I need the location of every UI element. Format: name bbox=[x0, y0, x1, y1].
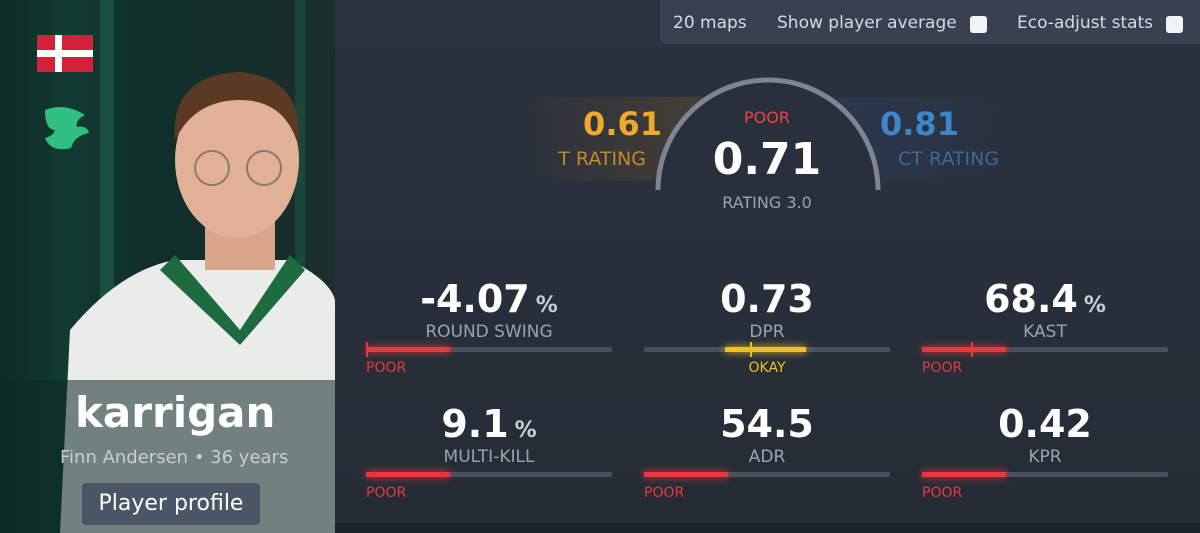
eco-adjust-checkbox[interactable] bbox=[1166, 16, 1183, 33]
ct-rating-label: CT RATING bbox=[898, 148, 1000, 170]
grade-fill bbox=[922, 347, 1006, 352]
stat-label: MULTI-KILL bbox=[443, 447, 535, 467]
rating-arc bbox=[655, 77, 881, 191]
grade-label: POOR bbox=[644, 485, 685, 501]
stat-label: ROUND SWING bbox=[425, 322, 553, 342]
stat-label: KAST bbox=[1023, 322, 1067, 342]
stat-label: ADR bbox=[748, 447, 786, 467]
player-name: Finn Andersen bbox=[60, 447, 189, 468]
stat-value-row: 0.73 bbox=[644, 277, 890, 321]
stat-value-row: 54.5 bbox=[644, 402, 890, 446]
grade-marker bbox=[749, 342, 752, 357]
grade-fill bbox=[366, 472, 450, 477]
stat-unit: % bbox=[1083, 293, 1106, 318]
stat-unit: % bbox=[514, 418, 537, 443]
grade-fill bbox=[644, 472, 728, 477]
grade-bar bbox=[644, 472, 890, 477]
stat-value: 68.4 bbox=[984, 277, 1078, 321]
grade-label: POOR bbox=[366, 485, 407, 501]
rating-version: RATING 3.0 bbox=[722, 193, 812, 212]
grade-bar bbox=[366, 472, 612, 477]
grade-fill bbox=[366, 347, 450, 352]
grade-marker bbox=[366, 342, 368, 357]
overall-rating: 0.71 bbox=[712, 134, 822, 185]
profile-button[interactable]: Player profile bbox=[82, 483, 260, 525]
stat-value-row: -4.07% bbox=[366, 277, 612, 321]
stat-value-row: 0.42 bbox=[922, 402, 1168, 446]
stat-unit: % bbox=[535, 293, 558, 318]
show-average-checkbox[interactable] bbox=[970, 16, 987, 33]
grade-label: POOR bbox=[366, 360, 407, 376]
stat-value: -4.07 bbox=[420, 277, 530, 321]
grade-label: POOR bbox=[922, 485, 963, 501]
maps-count: 20 maps bbox=[673, 13, 747, 33]
stat-label: DPR bbox=[749, 322, 785, 342]
separator: • bbox=[193, 447, 205, 468]
stat-value: 54.5 bbox=[720, 402, 814, 446]
player-panel: karrigan Finn Andersen • 36 years Player… bbox=[0, 0, 335, 533]
stat-value-row: 68.4% bbox=[922, 277, 1168, 321]
grade-bar bbox=[366, 342, 612, 357]
grade-bar bbox=[922, 472, 1168, 477]
player-nickname: karrigan bbox=[75, 388, 276, 437]
stat-label: KPR bbox=[1028, 447, 1062, 467]
player-art bbox=[0, 0, 335, 533]
filter-bar: 20 maps Show player average Eco-adjust s… bbox=[660, 0, 1200, 44]
grade-label: POOR bbox=[922, 360, 963, 376]
eco-adjust-label: Eco-adjust stats bbox=[1017, 13, 1154, 33]
t-rating-value: 0.61 bbox=[583, 105, 662, 143]
grade-marker bbox=[971, 342, 974, 357]
grade-bar bbox=[644, 342, 890, 357]
player-age: 36 years bbox=[210, 447, 289, 468]
show-average-label: Show player average bbox=[777, 13, 957, 33]
grade-fill bbox=[725, 347, 807, 352]
overall-grade: POOR bbox=[744, 108, 790, 127]
ct-rating-value: 0.81 bbox=[880, 105, 959, 143]
stat-value: 0.42 bbox=[998, 402, 1092, 446]
stat-value: 0.73 bbox=[720, 277, 814, 321]
t-rating-label: T RATING bbox=[558, 148, 646, 170]
grade-label: OKAY bbox=[748, 360, 786, 376]
stat-value: 9.1 bbox=[441, 402, 509, 446]
stat-value-row: 9.1% bbox=[366, 402, 612, 446]
grade-bar bbox=[922, 342, 1168, 357]
grade-fill bbox=[922, 472, 1006, 477]
